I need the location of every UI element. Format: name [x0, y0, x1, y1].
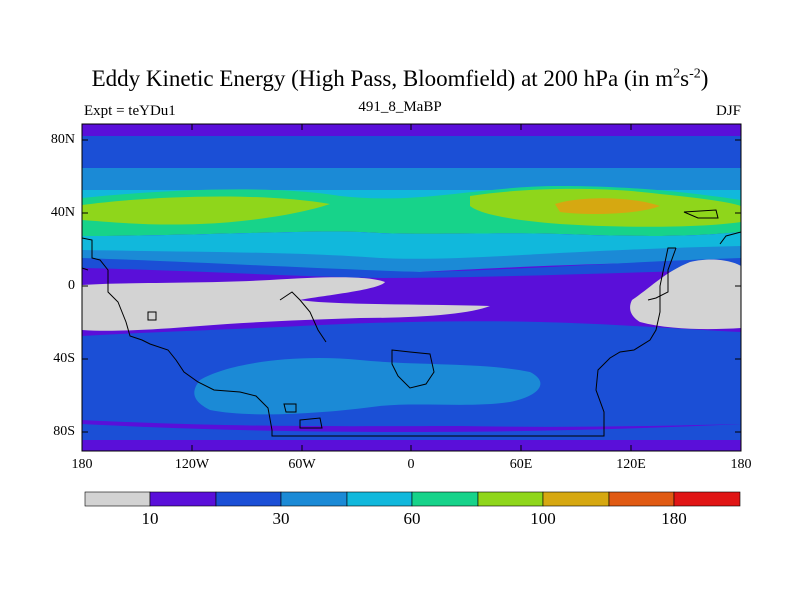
- colorbar-label-60: 60: [403, 509, 421, 528]
- cb-box-9: [673, 491, 741, 507]
- coast-east: [719, 231, 741, 245]
- coast-jp: [683, 209, 719, 219]
- colorbar: [84, 491, 741, 507]
- cb-box-6: [477, 491, 544, 507]
- jet-core-west: [82, 196, 330, 225]
- cb-box-3: [280, 491, 348, 507]
- x-tick-label-120e: 120E: [616, 457, 646, 472]
- coast-d: [147, 311, 157, 321]
- y-tick-label-0: 0: [68, 278, 75, 293]
- colorbar-label-10: 10: [141, 509, 159, 528]
- coast-west: [82, 237, 676, 437]
- jet-max: [555, 198, 660, 214]
- cb-box-0: [84, 491, 151, 507]
- coast-c: [299, 417, 323, 429]
- x-tick-label-0: 0: [407, 457, 415, 472]
- coast-e: [82, 267, 89, 271]
- plot-title: Eddy Kinetic Energy (High Pass, Bloomfie…: [91, 66, 709, 91]
- cb-box-1: [149, 491, 217, 507]
- band-n3: [82, 168, 741, 192]
- contour-fill: [82, 124, 741, 451]
- coast-mid: [391, 349, 435, 389]
- y-tick-label-80s: 80S: [53, 424, 75, 439]
- x-tick-label-60e: 60E: [509, 457, 533, 472]
- cb-box-8: [608, 491, 675, 507]
- band-n2: [82, 136, 741, 168]
- coast-se: [647, 247, 677, 301]
- band-s2: [194, 358, 541, 415]
- x-tick-label-180e: 180: [730, 457, 752, 472]
- cb-box-5: [411, 491, 479, 507]
- x-ticks: [81, 124, 742, 451]
- x-tick-label-60w: 60W: [288, 457, 316, 472]
- cb-box-7: [542, 491, 610, 507]
- y-tick-label-40s: 40S: [53, 351, 75, 366]
- colorbar-label-180: 180: [661, 509, 687, 528]
- y-tick-label-80n: 80N: [50, 132, 75, 147]
- x-tick-label-120w: 120W: [174, 457, 210, 472]
- tropics-gray-east: [630, 259, 741, 330]
- cb-box-2: [215, 491, 282, 507]
- experiment-label: Expt = teYDu1: [84, 103, 176, 119]
- colorbar-label-100: 100: [530, 509, 556, 528]
- y-ticks: [82, 139, 741, 433]
- season-label: DJF: [715, 103, 741, 119]
- coast-b: [283, 403, 297, 413]
- y-tick-label-40n: 40N: [50, 205, 75, 220]
- band-n1: [82, 124, 741, 138]
- cb-box-4: [346, 491, 413, 507]
- coast-a: [279, 291, 327, 343]
- x-tick-label-180w: 180: [71, 457, 93, 472]
- colorbar-label-30: 30: [272, 509, 290, 528]
- tropics-gray-west: [82, 277, 490, 331]
- band-n7: [82, 258, 741, 278]
- coastlines: [82, 209, 741, 437]
- case-label: 491_8_MaBP: [358, 99, 442, 115]
